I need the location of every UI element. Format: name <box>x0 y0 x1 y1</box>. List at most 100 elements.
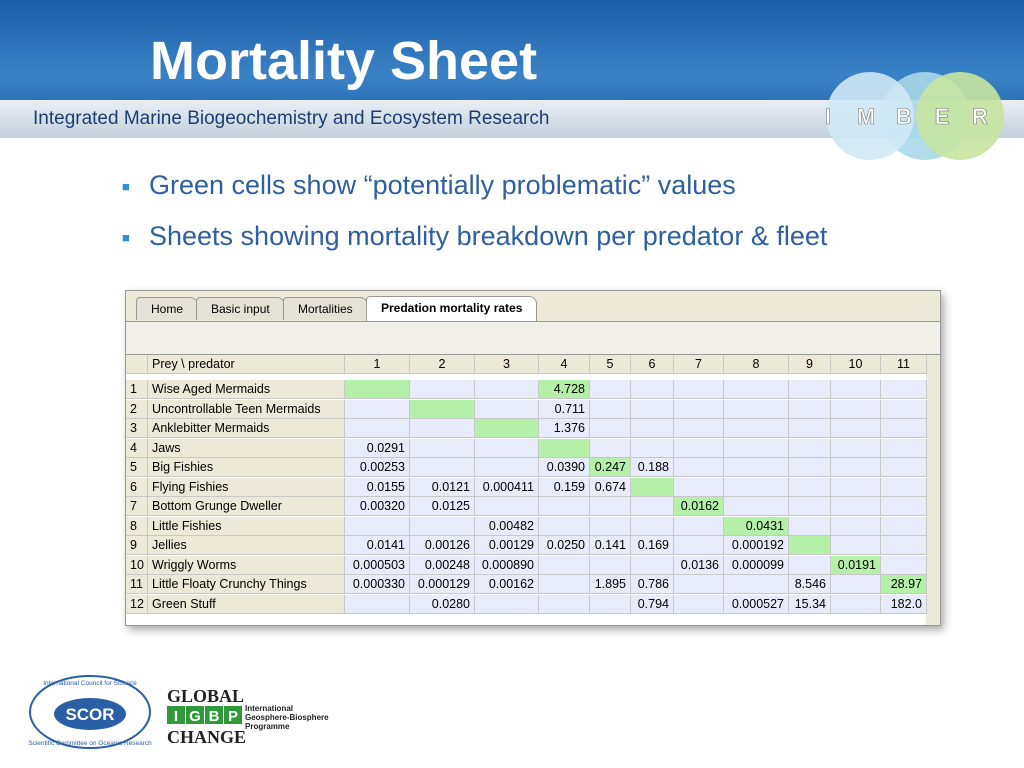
data-cell <box>410 380 475 399</box>
data-cell: 0.159 <box>539 477 590 497</box>
data-cell <box>631 497 674 516</box>
igbp-name: International <box>245 704 293 713</box>
igbp-letter: B <box>209 708 220 725</box>
data-cell <box>881 419 927 438</box>
data-cell <box>881 399 927 419</box>
data-cell <box>724 399 789 419</box>
data-cell: 0.141 <box>590 536 631 555</box>
row-index: 11 <box>126 575 148 594</box>
data-cell <box>410 399 475 419</box>
row-index: 12 <box>126 594 148 614</box>
data-cell <box>724 419 789 438</box>
igbp-bottom: CHANGE <box>167 727 246 747</box>
tab[interactable]: Mortalities <box>283 297 368 320</box>
bullet: Sheets showing mortality breakdown per p… <box>122 221 827 252</box>
row-index: 4 <box>126 438 148 458</box>
data-cell <box>539 594 590 614</box>
column-header: 4 <box>539 355 590 374</box>
data-cell: 0.0141 <box>345 536 410 555</box>
logo-letter: B <box>896 104 912 129</box>
igbp-box <box>186 706 204 724</box>
tab[interactable]: Basic input <box>196 297 285 320</box>
data-cell <box>475 594 539 614</box>
data-cell: 0.000099 <box>724 555 789 575</box>
data-cell <box>475 380 539 399</box>
data-cell <box>345 594 410 614</box>
data-cell <box>539 438 590 458</box>
igbp-box <box>224 706 242 724</box>
data-cell <box>831 536 881 555</box>
data-cell <box>789 536 831 555</box>
row-name: Little Fishies <box>148 516 345 536</box>
column-header: 5 <box>590 355 631 374</box>
tab[interactable]: Predation mortality rates <box>366 296 538 321</box>
column-header: 3 <box>475 355 539 374</box>
row-index: 2 <box>126 399 148 419</box>
row-name: Jellies <box>148 536 345 555</box>
data-cell: 0.786 <box>631 575 674 594</box>
tab[interactable]: Home <box>136 297 199 320</box>
data-cell: 0.0121 <box>410 477 475 497</box>
data-cell <box>724 477 789 497</box>
data-cell <box>674 438 724 458</box>
data-cell: 0.000503 <box>345 555 410 575</box>
data-cell <box>831 575 881 594</box>
data-cell: 0.0155 <box>345 477 410 497</box>
data-cell <box>631 555 674 575</box>
data-cell: 0.000330 <box>345 575 410 594</box>
row-name: Little Floaty Crunchy Things <box>148 575 345 594</box>
data-cell <box>789 555 831 575</box>
igbp-letter: P <box>228 708 238 725</box>
data-cell <box>789 419 831 438</box>
data-cell <box>410 458 475 477</box>
data-cell: 0.0191 <box>831 555 881 575</box>
data-cell: 0.169 <box>631 536 674 555</box>
data-cell: 0.00253 <box>345 458 410 477</box>
data-cell <box>674 516 724 536</box>
data-cell <box>724 438 789 458</box>
column-header: 9 <box>789 355 831 374</box>
row-name: Bottom Grunge Dweller <box>148 497 345 516</box>
row-index: 10 <box>126 555 148 575</box>
data-cell <box>724 497 789 516</box>
data-cell <box>475 497 539 516</box>
data-cell: 0.000527 <box>724 594 789 614</box>
data-cell: 0.00126 <box>410 536 475 555</box>
data-cell <box>410 516 475 536</box>
data-cell <box>789 477 831 497</box>
data-cell <box>831 497 881 516</box>
igbp-name: Programme <box>245 722 290 731</box>
data-cell <box>475 438 539 458</box>
data-cell: 0.0125 <box>410 497 475 516</box>
logo-letter: I <box>825 104 831 129</box>
scor-text: SCOR <box>65 705 114 724</box>
data-cell <box>674 575 724 594</box>
data-cell <box>674 419 724 438</box>
logo-letter: M <box>857 104 875 129</box>
data-cell <box>631 419 674 438</box>
data-cell <box>881 497 927 516</box>
data-cell <box>789 497 831 516</box>
data-cell <box>674 536 724 555</box>
data-cell: 0.00482 <box>475 516 539 536</box>
data-cell: 0.000129 <box>410 575 475 594</box>
header-cell <box>126 355 148 374</box>
igbp-box <box>205 706 223 724</box>
column-header: 2 <box>410 355 475 374</box>
data-cell: 4.728 <box>539 380 590 399</box>
scor-ring-top: International Council for Science <box>43 680 137 687</box>
row-index: 8 <box>126 516 148 536</box>
data-cell <box>881 458 927 477</box>
data-cell <box>631 399 674 419</box>
data-cell: 0.00162 <box>475 575 539 594</box>
column-header: 8 <box>724 355 789 374</box>
data-cell: 8.546 <box>789 575 831 594</box>
data-cell <box>789 458 831 477</box>
data-cell <box>631 477 674 497</box>
data-cell: 0.711 <box>539 399 590 419</box>
data-cell: 0.0280 <box>410 594 475 614</box>
data-cell: 0.0250 <box>539 536 590 555</box>
data-cell <box>539 555 590 575</box>
data-cell <box>539 575 590 594</box>
